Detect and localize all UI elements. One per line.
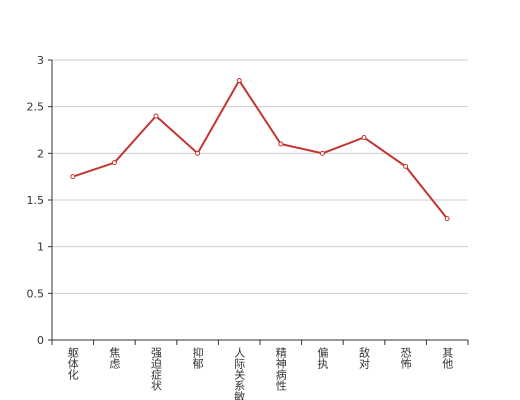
x-tick-label: 强迫症状	[150, 347, 163, 391]
x-tick-label: 躯体化	[66, 347, 79, 381]
point	[361, 134, 367, 140]
point	[319, 150, 325, 156]
point	[236, 78, 242, 84]
point	[195, 150, 201, 156]
x-tick-label: 其他	[441, 347, 454, 369]
y-tick-label: 2.5	[27, 101, 45, 114]
x-tick-label: 偏执	[316, 346, 329, 370]
y-tick-label: 1.5	[27, 194, 45, 207]
x-tick-label: 敌对	[358, 346, 371, 369]
point	[444, 216, 450, 222]
y-tick-label: 2	[37, 147, 44, 160]
point	[153, 113, 159, 119]
x-tick-label: 精神病性	[274, 347, 287, 392]
y-tick-label: 0.5	[27, 287, 45, 300]
x-tick-label: 恐怖	[399, 347, 412, 369]
point	[278, 141, 284, 147]
y-tick-label: 1	[37, 241, 44, 254]
x-tick-label: 抑郁	[191, 346, 204, 369]
y-tick-label: 0	[37, 334, 44, 347]
point	[111, 160, 117, 166]
point	[403, 163, 409, 169]
y-tick-label: 3	[37, 54, 44, 67]
point	[70, 174, 76, 180]
line	[72, 78, 448, 220]
x-tick-label: 人际关系敏感	[233, 347, 246, 400]
x-tick-label: 焦虑	[108, 347, 121, 369]
